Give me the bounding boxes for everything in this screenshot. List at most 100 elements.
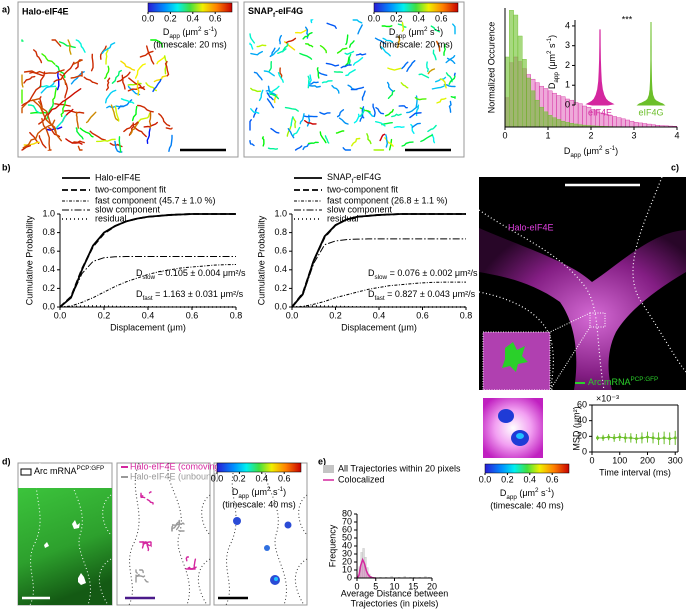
- text-part: 2: [424, 26, 428, 33]
- track: [414, 97, 427, 101]
- track: [361, 90, 366, 101]
- track: [21, 39, 24, 42]
- text-part: PCP:GFP: [77, 465, 105, 472]
- colorbar-tick-label: 0.4: [256, 473, 269, 483]
- track: [41, 117, 52, 151]
- track: [269, 93, 280, 100]
- track: [133, 126, 147, 138]
- track: [385, 134, 389, 148]
- y-tick-label: 20: [342, 556, 352, 566]
- track: [21, 71, 46, 107]
- track: [164, 60, 170, 77]
- legend-label: Arc mRNAPCP:GFP: [34, 465, 104, 476]
- track: [139, 50, 154, 58]
- violin: [636, 21, 666, 106]
- text-part: (μm: [180, 27, 198, 37]
- text-part: fast: [143, 295, 153, 302]
- track: [375, 107, 385, 115]
- text-part: -1: [610, 145, 616, 152]
- track: [294, 28, 308, 34]
- track: [59, 73, 67, 86]
- colorbar: [216, 462, 302, 473]
- track: [77, 145, 83, 151]
- point: [612, 436, 616, 440]
- track: [123, 121, 139, 133]
- track: [299, 52, 313, 60]
- annotation: Dslow = 0.105 ± 0.004 μm²/s: [136, 268, 246, 281]
- track: [21, 145, 31, 151]
- x-tick-label: 4: [674, 130, 679, 140]
- track: [319, 45, 327, 54]
- text-part: = 0.827 ± 0.043 μm²/s: [385, 289, 476, 299]
- point: [673, 436, 677, 440]
- legend-label: residual: [95, 213, 127, 223]
- track: [325, 62, 340, 67]
- colorbar-tick-label: 0.6: [209, 13, 222, 23]
- y-tick-label: 0.8: [42, 227, 55, 237]
- track: [307, 75, 310, 89]
- x-tick-label: 3: [631, 130, 636, 140]
- track: [279, 67, 283, 79]
- track: [73, 59, 83, 65]
- track: [448, 75, 456, 85]
- x-tick-label: 20: [427, 581, 437, 591]
- bar: [642, 123, 648, 128]
- track: [351, 137, 361, 147]
- colorbar-tick-label: 0.6: [435, 13, 448, 23]
- panel-label: e): [318, 456, 326, 466]
- track: [187, 566, 197, 570]
- y-tick-label: 20: [577, 431, 587, 441]
- colorbar-label: Dapp (μm2 s-1): [389, 26, 443, 40]
- panel-label: a): [2, 4, 10, 14]
- colorbar-tick-label: 0.2: [233, 473, 246, 483]
- y-tick-label: 30: [342, 548, 352, 558]
- y-axis-label: MSD (μm²): [571, 406, 581, 450]
- point: [629, 436, 633, 440]
- track: [310, 19, 314, 24]
- track: [294, 145, 303, 151]
- y-tick-label: 0.6: [274, 246, 287, 256]
- bar: [552, 117, 557, 128]
- violin-label: eIF4G: [638, 107, 663, 117]
- track: [150, 39, 164, 48]
- track: [397, 35, 401, 49]
- x-axis-label: Average Distance between: [341, 588, 448, 598]
- spot: [264, 545, 270, 551]
- track: [127, 82, 142, 86]
- track: [146, 127, 151, 144]
- track: [379, 133, 386, 142]
- text-part: (μm: [517, 488, 535, 498]
- text-part: ): [283, 487, 286, 497]
- legend-label: slow component: [327, 204, 393, 214]
- bar: [534, 99, 540, 128]
- text-part: f: [273, 12, 276, 19]
- track: [387, 67, 402, 71]
- track: [60, 99, 67, 118]
- track: [56, 70, 60, 91]
- track: [185, 556, 189, 562]
- track: [336, 109, 345, 118]
- text-part: D: [136, 268, 143, 278]
- annotation: Dslow = 0.076 ± 0.002 μm²/s: [368, 268, 478, 281]
- track: [386, 81, 394, 92]
- bar: [633, 122, 639, 128]
- text-part: s: [271, 487, 279, 497]
- x-tick-label: 1: [545, 130, 550, 140]
- track: [430, 25, 441, 33]
- track: [142, 541, 152, 545]
- track: [63, 109, 85, 114]
- track: [270, 127, 280, 134]
- series-line: [291, 213, 466, 308]
- x-axis-label: Time interval (ms): [599, 467, 671, 477]
- bar: [530, 90, 536, 128]
- y-tick-label: 40: [577, 415, 587, 425]
- track: [277, 48, 287, 54]
- legend-key: [323, 465, 334, 473]
- track: [366, 133, 372, 145]
- x-tick-label: 5: [373, 581, 378, 591]
- track: [304, 120, 317, 125]
- track: [250, 50, 263, 56]
- text-part: D: [547, 82, 557, 89]
- text-part: = 0.105 ± 0.004 μm²/s: [155, 268, 246, 278]
- legend-label: residual: [327, 213, 359, 223]
